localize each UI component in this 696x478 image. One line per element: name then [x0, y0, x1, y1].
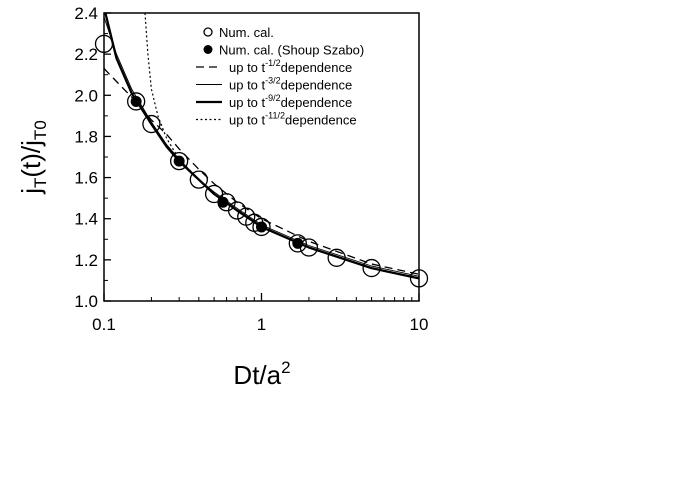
- legend-label-suffix: dependence: [281, 78, 353, 93]
- legend-label-exponent: -1/2: [265, 58, 281, 68]
- legend-symbol-filled-circle: [203, 45, 213, 54]
- legend-label: up to t-1/2dependence: [229, 58, 352, 75]
- filled-circle-point: [292, 237, 304, 249]
- x-axis-title: Dt/a2: [233, 358, 290, 390]
- legend-entry-2: Num. cal. (Shoup Szabo): [203, 43, 364, 58]
- x-tick-label-1: 1: [257, 315, 266, 334]
- series-line-dotted-11-2: [144, 12, 420, 279]
- legend: Num. cal.Num. cal. (Shoup Szabo)up to t-…: [196, 25, 364, 128]
- legend-label-exponent: -3/2: [265, 76, 281, 86]
- legend-label-exponent: -9/2: [265, 93, 281, 103]
- y-axis-title-sub2: T0: [31, 120, 50, 140]
- x-axis-title-base: Dt/a: [233, 360, 281, 390]
- open-circle-point: [142, 114, 161, 134]
- filled-circle-point: [130, 95, 142, 107]
- legend-label-base: Num. cal. (Shoup Szabo): [219, 43, 364, 58]
- legend-label-base: up to t: [229, 113, 266, 128]
- open-circle-point: [327, 248, 346, 267]
- legend-label-base: up to t: [229, 78, 266, 93]
- open-circle-point: [169, 151, 189, 171]
- open-circle-point: [252, 217, 271, 237]
- legend-entry-1: Num. cal.: [203, 25, 274, 40]
- markers-layer: [94, 34, 429, 288]
- y-tick-label-2-4: 2.4: [74, 4, 98, 23]
- legend-label-base: Num. cal.: [219, 25, 274, 40]
- y-tick-label-1-0: 1.0: [74, 292, 98, 311]
- open-circle-point: [126, 92, 146, 111]
- legend-entry-3: up to t-1/2dependence: [196, 58, 352, 75]
- filled-circle-point: [173, 155, 185, 167]
- tick-labels-layer: 1.0 1.2 1.4 1.6 1.8 2.0 2.2 2.4 0.1 1 10: [74, 4, 428, 334]
- legend-entry-5: up to t-9/2dependence: [196, 93, 352, 110]
- legend-label: up to t-11/2dependence: [229, 111, 357, 128]
- legend-label-base: up to t: [229, 95, 266, 110]
- open-circle-point: [189, 170, 208, 189]
- ticks-layer: [103, 12, 420, 302]
- y-tick-label-1-8: 1.8: [74, 127, 98, 146]
- y-axis-title: jT(t)/jT0: [16, 120, 50, 195]
- legend-label-base: up to t: [229, 60, 266, 75]
- legend-entry-4: up to t-3/2dependence: [196, 76, 352, 93]
- open-circle-point: [288, 234, 307, 253]
- y-tick-label-1-4: 1.4: [74, 210, 98, 229]
- legend-label-suffix: dependence: [281, 60, 353, 75]
- x-tick-label-0-1: 0.1: [92, 315, 116, 334]
- legend-entry-6: up to t-11/2dependence: [196, 111, 357, 128]
- legend-label-exponent: -11/2: [265, 111, 285, 121]
- open-circle-point: [227, 201, 247, 220]
- legend-label-suffix: dependence: [281, 95, 353, 110]
- legend-label: Num. cal. (Shoup Szabo): [219, 43, 364, 58]
- x-axis-title-sup: 2: [281, 358, 290, 377]
- x-tick-label-10: 10: [410, 315, 429, 334]
- y-axis-title-mid: (t)/j: [16, 140, 46, 178]
- legend-label: Num. cal.: [219, 25, 274, 40]
- legend-symbol-open-circle: [203, 27, 213, 37]
- y-tick-label-2-0: 2.0: [74, 86, 98, 105]
- y-axis-title-j1: j: [16, 188, 46, 195]
- y-axis-title-sub1: T: [31, 178, 50, 188]
- legend-label: up to t-3/2dependence: [229, 76, 352, 93]
- filled-circle-point: [217, 196, 229, 208]
- y-tick-label-1-6: 1.6: [74, 169, 98, 188]
- legend-label-suffix: dependence: [285, 113, 357, 128]
- y-tick-label-1-2: 1.2: [74, 251, 98, 270]
- y-tick-label-2-2: 2.2: [74, 45, 98, 64]
- legend-label: up to t-9/2dependence: [229, 93, 352, 110]
- filled-circle-point: [256, 221, 267, 233]
- open-circle-point: [362, 258, 381, 278]
